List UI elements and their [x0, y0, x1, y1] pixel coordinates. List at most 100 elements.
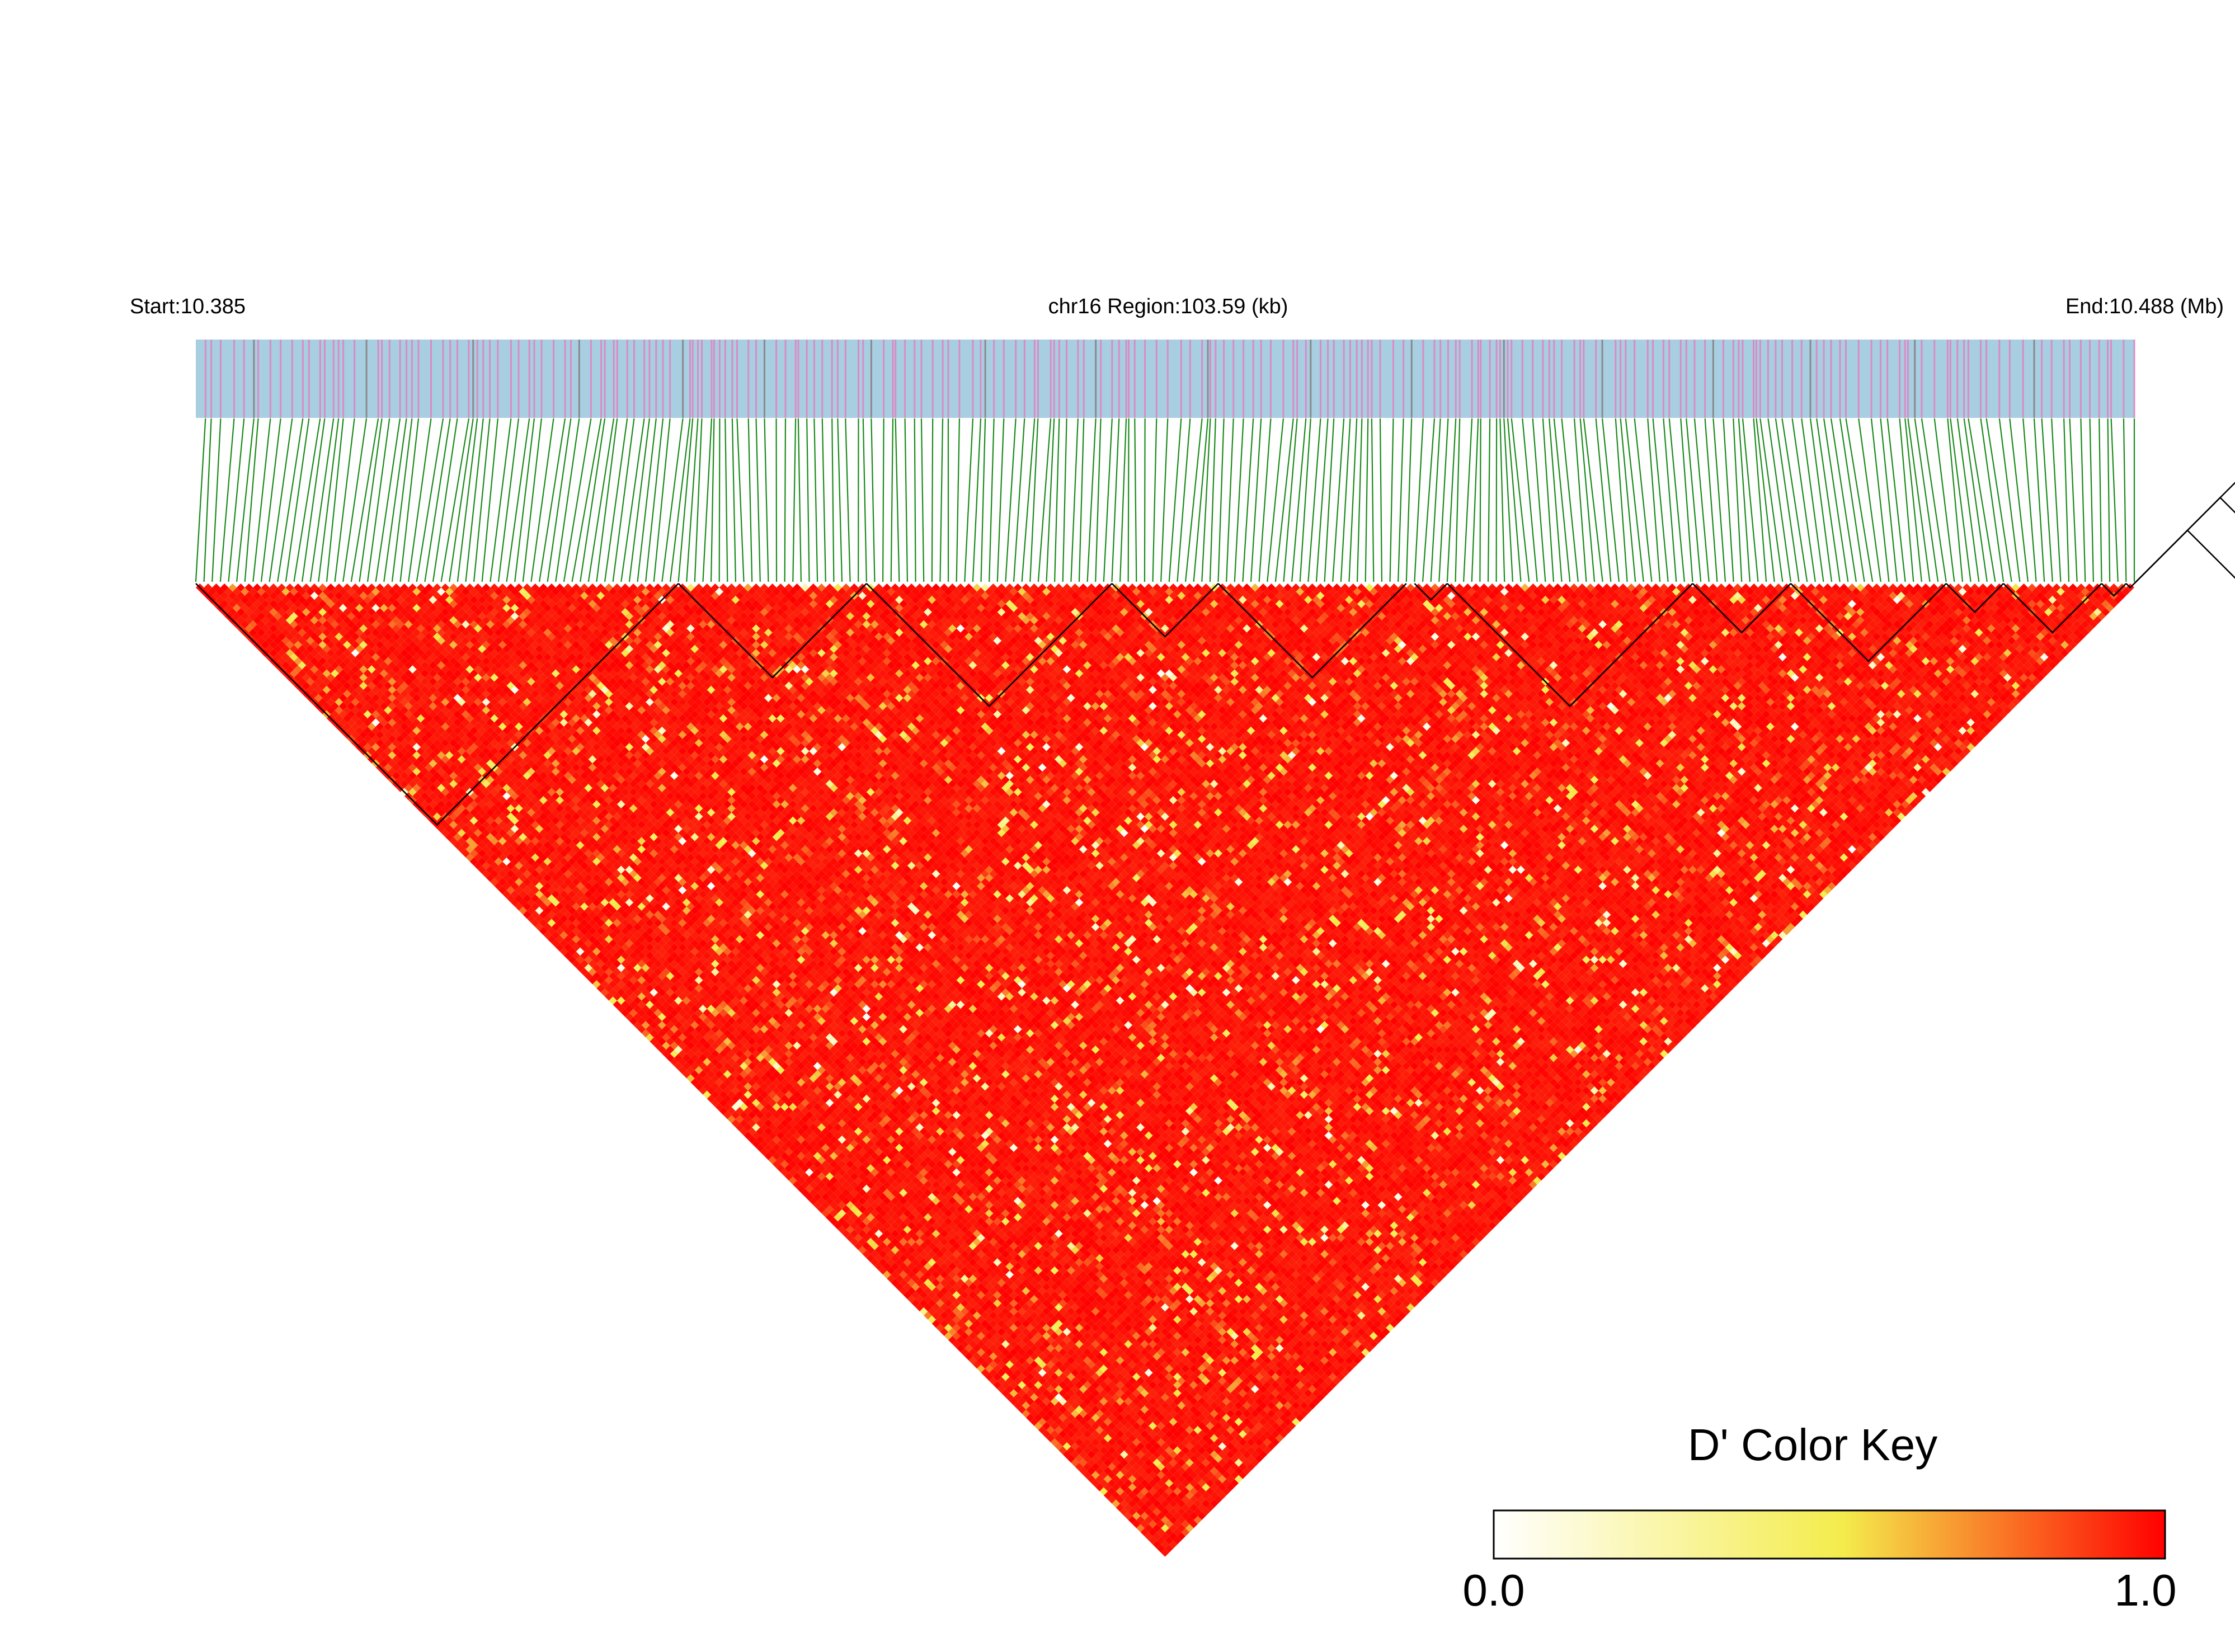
- ld-cell: [506, 894, 515, 903]
- snp-connector: [1029, 418, 1039, 582]
- ld-cell: [396, 775, 404, 784]
- ld-cell: [1058, 1413, 1067, 1422]
- ld-cell: [809, 1188, 818, 1197]
- snp-connector: [424, 418, 451, 582]
- snp-connector: [2110, 418, 2119, 582]
- snp-connector: [1553, 418, 1571, 582]
- ld-cell: [1112, 1466, 1121, 1475]
- ld-cell: [707, 1094, 716, 1103]
- snp-connector: [1775, 418, 1800, 582]
- snp-connector: [1904, 418, 1922, 582]
- ld-cell: [486, 857, 495, 866]
- ld-cell: [1001, 1356, 1010, 1365]
- ld-cell: [641, 1021, 650, 1029]
- snp-connector: [1134, 418, 1137, 582]
- ld-cell: [837, 1217, 846, 1226]
- ld-cell: [625, 1004, 634, 1013]
- ld-cell: [993, 1381, 1002, 1390]
- ld-cell: [519, 890, 528, 898]
- ld-cell: [837, 1201, 846, 1209]
- ld-cell: [494, 865, 503, 874]
- ld-cell: [883, 1237, 891, 1246]
- ld-cell: [1124, 1487, 1133, 1496]
- ld-cell: [699, 1062, 707, 1070]
- ld-cell: [563, 910, 572, 919]
- snp-connector: [1013, 418, 1025, 582]
- snp-connector: [326, 418, 344, 582]
- snp-connector: [1686, 418, 1702, 582]
- ld-cell: [437, 825, 445, 833]
- ld-cell: [650, 1037, 658, 1046]
- snp-connector: [285, 418, 310, 582]
- snp-connector: [1947, 418, 1964, 582]
- snp-position-connectors: [195, 418, 2135, 582]
- ld-cell: [1103, 1483, 1112, 1491]
- ld-cell: [306, 661, 314, 670]
- ld-cell: [474, 845, 482, 854]
- ld-cell: [285, 648, 294, 657]
- snp-connector: [677, 418, 694, 582]
- ld-cell: [584, 956, 593, 964]
- ld-cell: [502, 890, 511, 898]
- snp-connector: [1193, 418, 1209, 582]
- ld-cell: [605, 984, 613, 993]
- snp-connector: [755, 418, 761, 582]
- ld-cell: [854, 1241, 863, 1250]
- ld-cell: [1014, 1401, 1022, 1410]
- ld-cell: [568, 939, 576, 948]
- snp-connector: [1652, 418, 1669, 582]
- snp-connector: [293, 418, 321, 582]
- snp-connector: [2098, 418, 2102, 582]
- snp-connector: [547, 418, 572, 582]
- snp-connector: [416, 418, 444, 582]
- ld-cell: [658, 1021, 666, 1029]
- ld-cell: [735, 1115, 744, 1123]
- ld-cell: [322, 677, 331, 686]
- snp-connector: [1037, 418, 1052, 582]
- snp-connector: [736, 418, 745, 582]
- snp-connector: [1471, 418, 1479, 582]
- snp-connector: [1226, 418, 1234, 582]
- snp-connector: [1704, 418, 1718, 582]
- ld-cell: [613, 968, 622, 976]
- ld-cell: [506, 853, 515, 862]
- ld-cell: [429, 792, 437, 801]
- snp-connector: [203, 418, 212, 582]
- ld-cell: [515, 894, 523, 903]
- ld-cell: [290, 637, 298, 645]
- ld-cell: [1075, 1430, 1084, 1438]
- snp-connector: [391, 418, 413, 582]
- ld-cell: [919, 1283, 928, 1291]
- ld-cell: [817, 1188, 826, 1197]
- ld-cell: [539, 886, 548, 895]
- ld-cell: [347, 694, 356, 702]
- ld-cell: [985, 1372, 994, 1381]
- ld-cell: [993, 1348, 1002, 1357]
- ld-cell: [944, 1331, 953, 1340]
- ld-cell: [919, 1291, 928, 1300]
- ld-cell: [498, 862, 507, 870]
- ld-cell: [825, 1188, 834, 1197]
- ld-cell: [874, 1230, 883, 1238]
- snp-connector: [2069, 418, 2078, 582]
- ld-cell: [723, 1094, 732, 1103]
- ld-cell: [412, 792, 421, 801]
- ld-cell: [396, 743, 404, 751]
- ld-cell: [523, 910, 531, 919]
- ld-cell: [359, 738, 368, 747]
- ld-cell: [658, 1037, 666, 1046]
- ld-cell: [584, 939, 593, 948]
- ld-cell: [715, 1094, 724, 1103]
- ld-cell: [363, 743, 372, 751]
- ld-cell: [298, 669, 307, 678]
- ld-cell: [298, 661, 307, 670]
- ld-cell: [559, 931, 568, 939]
- ld-cell: [469, 849, 478, 858]
- ld-cell: [797, 1160, 806, 1169]
- ld-cell: [678, 1066, 687, 1075]
- ld-cell: [1009, 1381, 1018, 1390]
- ld-cell: [1165, 1544, 1174, 1553]
- ld-cell: [498, 845, 507, 854]
- snp-connector: [1422, 418, 1436, 582]
- ld-cell: [1140, 1495, 1149, 1504]
